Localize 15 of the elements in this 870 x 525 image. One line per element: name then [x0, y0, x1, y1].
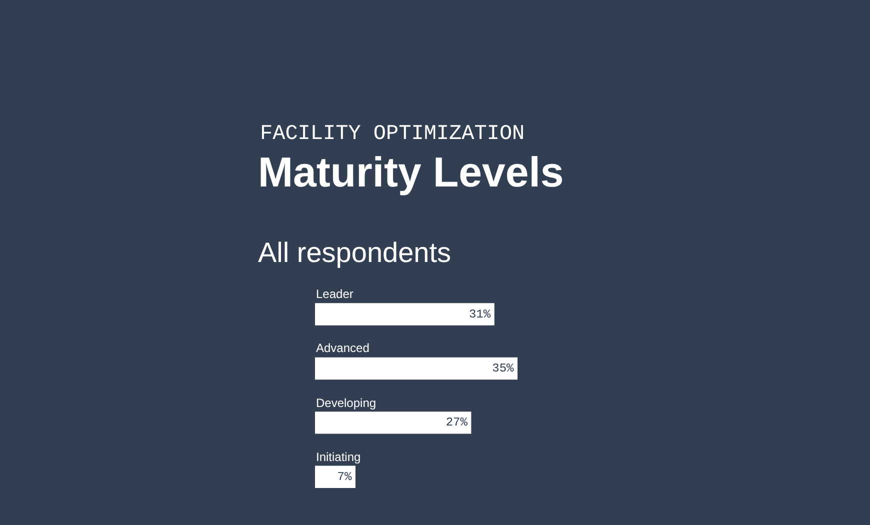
- y-tick-label: Developing: [316, 396, 376, 410]
- y-tick-label: Advanced: [316, 341, 370, 355]
- data-label: 27%: [446, 416, 468, 430]
- bar: [314, 357, 518, 380]
- data-label: 31%: [468, 307, 492, 322]
- y-tick-label: Leader: [316, 287, 354, 301]
- annotation: All respondents: [258, 237, 452, 268]
- chart-subtitle: FACILITY OPTIMIZATION: [260, 123, 525, 146]
- data-label: 35%: [492, 361, 515, 376]
- bar: [314, 303, 494, 326]
- bar: [314, 466, 356, 488]
- chart-title: Maturity Levels: [258, 148, 564, 196]
- y-tick-label: Initiating: [316, 450, 361, 464]
- bar: [314, 412, 472, 434]
- data-label: 7%: [337, 470, 352, 484]
